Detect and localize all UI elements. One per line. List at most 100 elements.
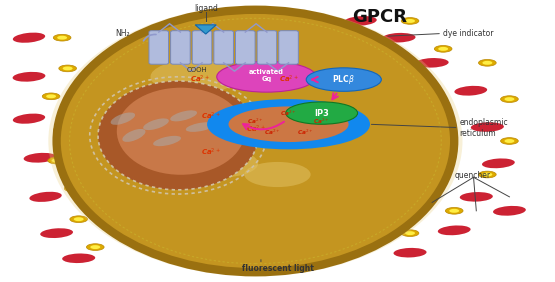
Ellipse shape — [57, 36, 67, 40]
Ellipse shape — [217, 61, 316, 92]
Ellipse shape — [70, 216, 88, 222]
Ellipse shape — [295, 50, 305, 54]
FancyBboxPatch shape — [279, 31, 299, 64]
FancyBboxPatch shape — [170, 31, 190, 64]
Ellipse shape — [455, 86, 487, 96]
Ellipse shape — [170, 110, 197, 121]
Ellipse shape — [405, 231, 415, 235]
Ellipse shape — [209, 100, 369, 148]
Text: endoplasmic
reticulum: endoplasmic reticulum — [460, 118, 508, 138]
Ellipse shape — [13, 114, 45, 124]
Ellipse shape — [306, 68, 381, 91]
Ellipse shape — [63, 67, 73, 70]
Text: Ca$^{2+}$: Ca$^{2+}$ — [245, 124, 265, 135]
Ellipse shape — [239, 201, 249, 204]
Ellipse shape — [13, 33, 45, 43]
Ellipse shape — [64, 185, 82, 192]
Text: Ca$^{2+}$: Ca$^{2+}$ — [190, 74, 210, 85]
Text: Ca$^{2+}$: Ca$^{2+}$ — [247, 117, 264, 126]
Ellipse shape — [372, 55, 382, 59]
Text: Ca$^{2+}$: Ca$^{2+}$ — [280, 108, 297, 118]
Ellipse shape — [296, 227, 314, 234]
Ellipse shape — [90, 245, 100, 249]
Text: Ca$^{2+}$: Ca$^{2+}$ — [264, 128, 280, 137]
FancyBboxPatch shape — [149, 31, 169, 64]
Ellipse shape — [147, 82, 165, 89]
Ellipse shape — [504, 97, 514, 101]
Ellipse shape — [482, 61, 492, 65]
Text: Ca$^{2+}$: Ca$^{2+}$ — [313, 117, 330, 126]
Ellipse shape — [305, 254, 338, 263]
Ellipse shape — [416, 58, 448, 68]
Ellipse shape — [48, 157, 65, 164]
Ellipse shape — [48, 6, 462, 276]
Ellipse shape — [504, 139, 514, 143]
Ellipse shape — [339, 89, 349, 93]
Ellipse shape — [273, 259, 282, 263]
Text: GPCR: GPCR — [352, 8, 407, 26]
Ellipse shape — [151, 83, 161, 87]
Ellipse shape — [300, 94, 310, 98]
Ellipse shape — [24, 153, 57, 163]
Ellipse shape — [59, 65, 77, 72]
Ellipse shape — [229, 106, 349, 142]
Ellipse shape — [471, 122, 504, 132]
Text: Ca$^{2+}$: Ca$^{2+}$ — [201, 147, 221, 158]
Ellipse shape — [344, 16, 377, 26]
Ellipse shape — [482, 158, 515, 168]
Ellipse shape — [435, 45, 452, 52]
Text: dye indicator: dye indicator — [443, 29, 493, 38]
Ellipse shape — [269, 258, 286, 265]
Ellipse shape — [401, 230, 419, 237]
Ellipse shape — [57, 10, 454, 272]
Ellipse shape — [74, 217, 84, 221]
Text: Ca$^{2+}$: Ca$^{2+}$ — [201, 110, 221, 122]
Ellipse shape — [339, 201, 349, 204]
Ellipse shape — [235, 199, 253, 206]
Ellipse shape — [501, 138, 518, 144]
Ellipse shape — [153, 136, 181, 146]
Ellipse shape — [186, 149, 258, 177]
Ellipse shape — [29, 192, 62, 202]
Ellipse shape — [382, 33, 416, 43]
Text: Ca$^{2+}$: Ca$^{2+}$ — [279, 74, 299, 85]
Ellipse shape — [203, 171, 220, 178]
Ellipse shape — [143, 118, 169, 130]
Ellipse shape — [269, 138, 286, 144]
Text: fluorescent light: fluorescent light — [241, 265, 314, 273]
Ellipse shape — [140, 156, 150, 160]
Ellipse shape — [296, 93, 314, 100]
Ellipse shape — [372, 167, 382, 171]
Text: NH₂: NH₂ — [115, 29, 130, 38]
Ellipse shape — [68, 186, 78, 190]
Ellipse shape — [478, 171, 496, 178]
Ellipse shape — [206, 173, 216, 177]
Ellipse shape — [368, 54, 386, 61]
Ellipse shape — [40, 228, 73, 238]
Ellipse shape — [228, 50, 238, 54]
Ellipse shape — [52, 158, 62, 162]
Ellipse shape — [438, 47, 448, 51]
Ellipse shape — [53, 34, 71, 41]
Ellipse shape — [493, 206, 526, 216]
Ellipse shape — [273, 139, 282, 143]
Ellipse shape — [117, 88, 245, 175]
Text: ligand: ligand — [194, 4, 218, 13]
FancyBboxPatch shape — [257, 31, 277, 64]
Ellipse shape — [186, 122, 215, 132]
Ellipse shape — [162, 50, 172, 54]
Ellipse shape — [98, 81, 258, 190]
Ellipse shape — [244, 162, 311, 187]
Ellipse shape — [460, 192, 493, 202]
FancyBboxPatch shape — [214, 31, 234, 64]
FancyBboxPatch shape — [235, 31, 255, 64]
Text: PLC$\beta$: PLC$\beta$ — [332, 73, 355, 86]
Ellipse shape — [368, 166, 386, 172]
Text: quencher: quencher — [454, 171, 490, 180]
Ellipse shape — [401, 17, 419, 24]
Ellipse shape — [291, 48, 309, 55]
Ellipse shape — [438, 225, 471, 235]
Ellipse shape — [122, 129, 145, 142]
Ellipse shape — [150, 60, 239, 94]
Ellipse shape — [482, 173, 492, 177]
